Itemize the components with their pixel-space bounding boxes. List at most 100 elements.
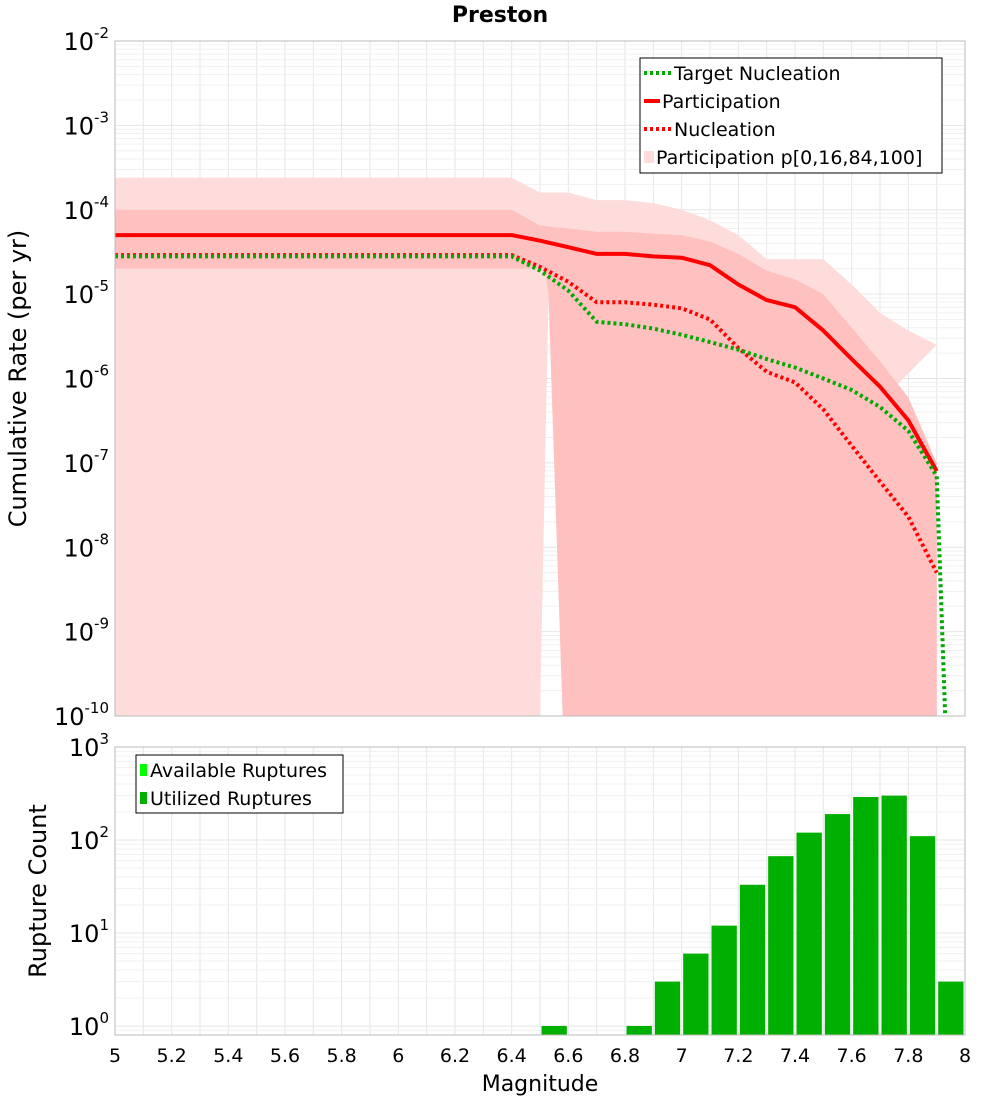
magnitude-tick-label: 8	[959, 1045, 971, 1067]
rate-y-tick-base: 10	[63, 534, 94, 562]
rate-legend-label: Target Nucleation	[673, 63, 841, 85]
magnitude-x-tick-labels: 5 5.2 5.4 5.6 5.8 6 6.2 6.4 6.6 6.8 7 7.2 7.4 7.6 7.8 8	[109, 1045, 971, 1067]
rate-legend: Target Nucleation Participation Nucleation…	[639, 57, 943, 174]
rate-y-tick-label: 10-7	[63, 446, 109, 478]
rate-y-tick-exp: -4	[94, 193, 109, 211]
rate-y-tick-label: 10-5	[63, 277, 109, 309]
rate-lines	[115, 233, 948, 717]
rupture-bar	[938, 981, 964, 1035]
chart-title: Preston	[452, 3, 548, 28]
nucleation-line	[115, 253, 939, 574]
rupture-legend-label: Utilized Ruptures	[150, 788, 312, 810]
rupture-bar	[853, 796, 879, 1035]
magnitude-tick-label: 5	[109, 1045, 121, 1067]
rupture-legend-swatch	[140, 764, 147, 776]
rupture-y-tick-label: 102	[69, 823, 109, 855]
participation-line	[115, 233, 939, 473]
participation-bands	[115, 177, 937, 716]
rate-y-tick-label: 10-8	[63, 530, 109, 562]
magnitude-tick-label: 7.2	[723, 1045, 753, 1067]
rate-y-tick-label: 10-4	[63, 193, 109, 225]
rupture-legend-label: Available Ruptures	[150, 760, 327, 782]
rate-y-axis-label: Cumulative Rate (per yr)	[4, 230, 32, 528]
magnitude-tick-label: 6.2	[440, 1045, 470, 1067]
rate-y-tick-exp: -5	[94, 277, 109, 295]
rupture-y-tick-exp: 3	[99, 730, 109, 748]
rate-y-tick-label: 10-3	[63, 108, 109, 140]
rupture-y-tick-base: 10	[69, 1013, 100, 1041]
rate-y-tick-label: 10-9	[63, 615, 109, 647]
rupture-y-tick-base: 10	[69, 920, 100, 948]
magnitude-tick-label: 7.8	[893, 1045, 923, 1067]
rate-y-tick-exp: -6	[94, 362, 109, 380]
rate-y-tick-exp: -3	[94, 108, 109, 126]
rupture-y-tick-exp: 1	[99, 916, 109, 934]
rate-y-tick-exp: -10	[85, 699, 110, 717]
rate-y-tick-label: 10-10	[54, 699, 109, 731]
rate-y-tick-base: 10	[63, 28, 94, 56]
rate-legend-label: Nucleation	[674, 119, 776, 141]
rate-y-tick-base: 10	[63, 281, 94, 309]
magnitude-tick-label: 6.4	[497, 1045, 527, 1067]
rate-y-tick-base: 10	[63, 366, 94, 394]
rate-y-tick-base: 10	[63, 619, 94, 647]
rate-y-tick-base: 10	[63, 197, 94, 225]
rupture-bar	[654, 981, 681, 1035]
rupture-y-tick-base: 10	[69, 734, 100, 762]
rupture-y-tick-exp: 0	[99, 1009, 109, 1027]
rate-legend-box	[639, 57, 943, 174]
rupture-bar	[768, 856, 794, 1035]
band-p16-p84-flat	[115, 209, 549, 295]
rate-legend-label: Participation p[0,16,84,100]	[656, 147, 922, 169]
magnitude-tick-label: 5.6	[270, 1045, 300, 1067]
rupture-bar	[683, 953, 709, 1035]
rupture-legend-swatch	[140, 792, 147, 804]
rupture-y-tick-base: 10	[69, 827, 100, 855]
band-p16-p84	[540, 225, 937, 716]
rate-legend-label: Participation	[662, 91, 781, 113]
rupture-bar	[739, 884, 766, 1035]
rupture-bar	[541, 1025, 567, 1035]
rupture-bars	[541, 795, 964, 1035]
magnitude-tick-label: 7.4	[780, 1045, 810, 1067]
magnitude-tick-label: 6	[392, 1045, 404, 1067]
rupture-legend: Available Ruptures Utilized Ruptures	[135, 754, 344, 814]
magnitude-tick-label: 7	[676, 1045, 688, 1067]
rupture-bar	[626, 1025, 652, 1035]
rupture-y-tick-label: 101	[69, 916, 109, 948]
rate-plot-frame	[114, 40, 966, 717]
rupture-y-tick-label: 100	[69, 1009, 109, 1041]
rupture-plot-frame	[114, 746, 966, 1036]
rate-y-tick-base: 10	[63, 112, 94, 140]
rupture-y-tick-exp: 2	[99, 823, 109, 841]
rupture-bar	[909, 836, 936, 1035]
rupture-bar	[824, 814, 851, 1035]
rate-y-tick-exp: -9	[94, 615, 109, 633]
rupture-legend-box	[135, 754, 344, 814]
rupture-y-tick-label: 103	[69, 730, 109, 762]
rupture-y-axis-label: Rupture Count	[24, 804, 52, 978]
rate-y-tick-label: 10-6	[63, 362, 109, 394]
rate-y-tick-exp: -8	[94, 530, 109, 548]
rupture-bar	[796, 832, 822, 1035]
magnitude-tick-label: 5.8	[327, 1045, 357, 1067]
rate-legend-swatch	[644, 151, 654, 163]
magnitude-tick-label: 5.2	[157, 1045, 187, 1067]
rate-y-tick-exp: -7	[94, 446, 109, 464]
magnitude-tick-label: 5.4	[213, 1045, 243, 1067]
rupture-bar	[881, 795, 907, 1035]
target-nucleation-line	[115, 254, 948, 717]
magnitude-tick-label: 6.8	[610, 1045, 640, 1067]
rate-y-tick-base: 10	[54, 703, 85, 731]
x-axis-label: Magnitude	[482, 1072, 599, 1097]
rate-y-tick-label: 10-2	[63, 24, 109, 56]
magnitude-tick-label: 7.6	[837, 1045, 867, 1067]
rate-y-tick-base: 10	[63, 450, 94, 478]
magnitude-tick-label: 6.6	[553, 1045, 583, 1067]
